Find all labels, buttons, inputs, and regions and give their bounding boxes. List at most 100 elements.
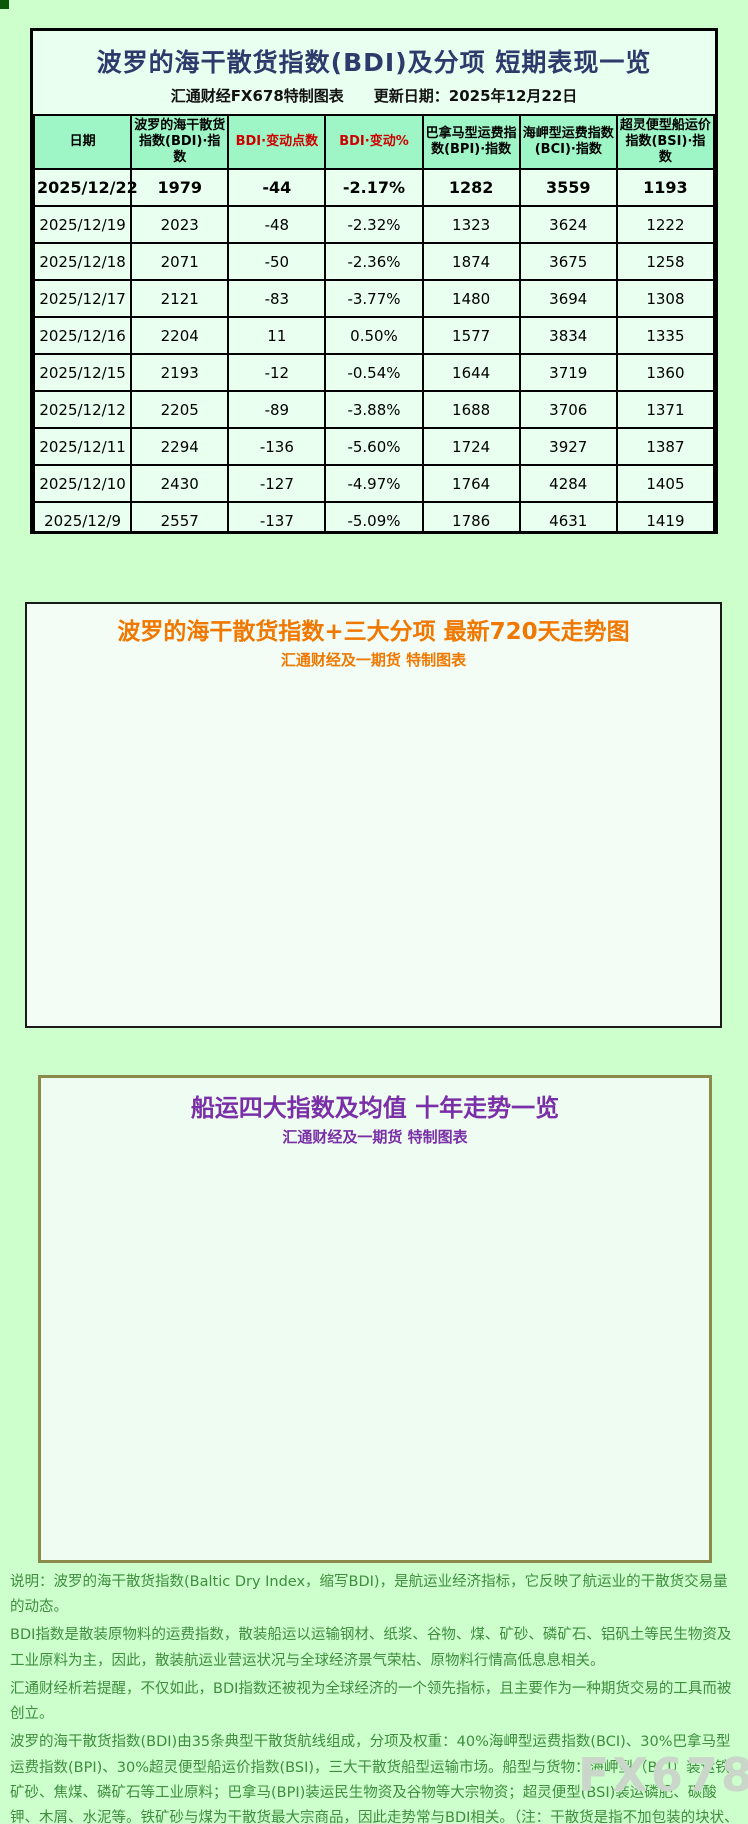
col-header-6: 超灵便型船运价指数(BSI)·指数 [615, 114, 715, 170]
table-cell: 2025/12/17 [33, 279, 133, 318]
col-header-0: 日期 [33, 114, 133, 170]
table-cell: 1480 [421, 279, 521, 318]
table-row: 2025/12/9 2557 -137 -5.09% 1786 4631 1419 [33, 501, 715, 531]
col-header-1: 波罗的海干散货指数(BDI)·指数 [130, 114, 230, 170]
table-cell: 1724 [421, 427, 521, 466]
table-cell: -50 [227, 242, 327, 281]
table-cell: 1644 [421, 353, 521, 392]
bdi-table-body: 2025/12/22 1979 -44 -2.17% 1282 3559 1193 2025/… [33, 168, 715, 531]
table-cell: 4631 [518, 501, 618, 531]
table-row: 2025/12/12 2205 -89 -3.88% 1688 3706 1371 [33, 390, 715, 429]
table-cell: 4284 [518, 464, 618, 503]
footer-paragraph-0: 说明：波罗的海干散货指数(Baltic Dry Index，缩写BDI)，是航运… [10, 1574, 728, 1616]
table-cell: -89 [227, 390, 327, 429]
table-cell: 1688 [421, 390, 521, 429]
table-cell: 1222 [615, 205, 715, 244]
table-cell: 2025/12/22 [33, 168, 138, 207]
chart-10y-subtitle: 汇通财经及一期货 特制图表 [282, 1128, 468, 1146]
table-row: 2025/12/10 2430 -127 -4.97% 1764 4284 1405 [33, 464, 715, 503]
table-cell: 2025/12/16 [33, 316, 133, 355]
table-cell: 2025/12/18 [33, 242, 133, 281]
table-cell: 2557 [130, 501, 230, 531]
table-cell: 2025/12/11 [33, 427, 133, 466]
table-cell: 1419 [615, 501, 715, 531]
table-cell: 2025/12/10 [33, 464, 133, 503]
table-cell: -5.09% [324, 501, 424, 531]
table-cell: 3675 [518, 242, 618, 281]
table-cell: 1371 [615, 390, 715, 429]
table-row: 2025/12/15 2193 -12 -0.54% 1644 3719 1360 [33, 353, 715, 392]
table-cell: 2204 [130, 316, 230, 355]
table-row: 2025/12/18 2071 -50 -2.36% 1874 3675 1258 [33, 242, 715, 281]
table-cell: 2193 [130, 353, 230, 392]
footer-paragraph-3: 波罗的海干散货指数(BDI)由35条典型干散货航线组成，分项及权重：40%海岬型… [10, 1734, 739, 1824]
table-cell: 1387 [615, 427, 715, 466]
table-cell: 11 [227, 316, 327, 355]
chart-720-title: 波罗的海干散货指数+三大分项 最新720天走势图 [117, 619, 630, 645]
table-cell: -127 [227, 464, 327, 503]
table-cell: -137 [227, 501, 327, 531]
table-cell: 2025/12/19 [33, 205, 133, 244]
table-cell: 3624 [518, 205, 618, 244]
table-cell: 3559 [518, 168, 618, 207]
table-cell: -4.97% [324, 464, 424, 503]
table-cell: 2023 [130, 205, 230, 244]
table-title: 波罗的海干散货指数(BDI)及分项 短期表现一览 [96, 48, 652, 77]
table-cell: 3927 [518, 427, 618, 466]
table-row: 2025/12/22 1979 -44 -2.17% 1282 3559 1193 [33, 168, 715, 207]
chart-720-subtitle: 汇通财经及一期货 特制图表 [280, 651, 467, 669]
corner-artifact [0, 0, 9, 9]
table-cell: -83 [227, 279, 327, 318]
table-cell: 1405 [615, 464, 715, 503]
table-cell: 1874 [421, 242, 521, 281]
table-subtitle: 汇通财经FX678特制图表 更新日期：2025年12月22日 [170, 87, 578, 105]
footer-notes: 说明：波罗的海干散货指数(Baltic Dry Index，缩写BDI)，是航运… [10, 1570, 740, 1824]
col-header-3: BDI·变动% [324, 114, 424, 170]
bdi-table: 日期 波罗的海干散货指数(BDI)·指数 BDI·变动点数 BDI·变动% 巴拿马型运费… [33, 114, 715, 531]
table-cell: -5.60% [324, 427, 424, 466]
table-cell: -2.17% [324, 168, 424, 207]
table-cell: 2121 [130, 279, 230, 318]
table-cell: 2025/12/12 [33, 390, 133, 429]
chart-10y-title: 船运四大指数及均值 十年走势一览 [190, 1094, 560, 1122]
table-cell: -2.36% [324, 242, 424, 281]
table-cell: -3.77% [324, 279, 424, 318]
table-cell: 1979 [130, 168, 230, 207]
table-cell: 3719 [518, 353, 618, 392]
table-cell: 1764 [421, 464, 521, 503]
table-cell: 3706 [518, 390, 618, 429]
table-cell: 2071 [130, 242, 230, 281]
table-row: 2025/12/19 2023 -48 -2.32% 1323 3624 1222 [33, 205, 715, 244]
bdi-short-term-section: 波罗的海干散货指数(BDI)及分项 短期表现一览 汇通财经FX678特制图表 更… [30, 28, 718, 534]
footer-paragraph-2: 汇通财经析若提醒，不仅如此，BDI指数还被视为全球经济的一个领先指标，且主要作为… [10, 1680, 732, 1723]
table-cell: 1360 [615, 353, 715, 392]
chart-10y-section: 船运四大指数及均值 十年走势一览 汇通财经及一期货 特制图表 [38, 1075, 712, 1563]
table-cell: 2025/12/15 [33, 353, 133, 392]
chart-720-section: 波罗的海干散货指数+三大分项 最新720天走势图 汇通财经及一期货 特制图表 [25, 602, 722, 1028]
table-cell: -48 [227, 205, 327, 244]
table-cell: 2205 [130, 390, 230, 429]
table-row: 2025/12/17 2121 -83 -3.77% 1480 3694 1308 [33, 279, 715, 318]
table-cell: 1258 [615, 242, 715, 281]
fx678-watermark: FX678 [578, 1748, 748, 1802]
table-cell: 1308 [615, 279, 715, 318]
table-cell: 2294 [130, 427, 230, 466]
table-cell: 1335 [615, 316, 715, 355]
table-cell: 1786 [421, 501, 521, 531]
col-header-5: 海岬型运费指数(BCI)·指数 [518, 114, 618, 170]
table-cell: -44 [227, 168, 327, 207]
table-cell: -0.54% [324, 353, 424, 392]
bdi-table-head: 日期 波罗的海干散货指数(BDI)·指数 BDI·变动点数 BDI·变动% 巴拿马型运费… [33, 114, 715, 170]
table-cell: -2.32% [324, 205, 424, 244]
table-cell: 3834 [518, 316, 618, 355]
table-cell: 1323 [421, 205, 521, 244]
col-header-4: 巴拿马型运费指数(BPI)·指数 [421, 114, 521, 170]
table-row: 2025/12/11 2294 -136 -5.60% 1724 3927 1387 [33, 427, 715, 466]
table-cell: 0.50% [324, 316, 424, 355]
col-header-2: BDI·变动点数 [227, 114, 327, 170]
table-cell: 1577 [421, 316, 521, 355]
table-row: 2025/12/16 2204 11 0.50% 1577 3834 1335 [33, 316, 715, 355]
table-cell: 3694 [518, 279, 618, 318]
table-cell: 1282 [421, 168, 521, 207]
